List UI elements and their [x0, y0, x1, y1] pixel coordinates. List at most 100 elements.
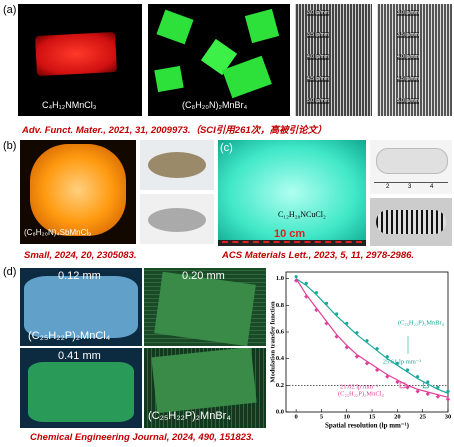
annotation-label: 25.61 lp mm⁻¹	[383, 358, 421, 365]
x-tick-label: 10	[344, 413, 351, 420]
resolution-label: 3.0 lp/mm	[307, 10, 329, 16]
photo: 0.20 mm	[144, 268, 266, 346]
sample-label: (C₂₅H₂₂P)₂MnBr₄	[148, 410, 231, 422]
chart: Spatial resolution (lp mm⁻¹) Modulation …	[269, 271, 452, 430]
sample-label: (C₂₅H₂₂P)₂MnCl₄	[28, 330, 111, 342]
ruler-labels: 2 3 4	[386, 184, 446, 194]
y-tick-label: 1.0	[276, 275, 284, 282]
photo	[140, 194, 214, 244]
sample-label: (C₈H₂₀N)₄SbMnCl₉	[24, 228, 92, 237]
y-axis-label: Modulation transfer function	[269, 301, 276, 383]
crystal	[154, 65, 184, 93]
scale-bar	[222, 241, 362, 243]
citation: Adv. Funct. Mater., 2021, 31, 2009973.（S…	[22, 125, 327, 136]
resolution-photo: 3.0 lp/mm 3.5 lp/mm 4.0 lp/mm 4.5 lp/mm 5.0 …	[377, 4, 452, 116]
photo: 0.41 mm	[20, 348, 142, 428]
sample-label: C₄H₁₂NMnCl₃	[42, 100, 97, 110]
film	[154, 271, 256, 346]
point	[405, 368, 410, 372]
ruler-label: 3	[408, 184, 412, 190]
series-label: (C₂₅H₂₂P)₂MnCl₄	[338, 390, 384, 397]
ruler-label: 4	[430, 184, 434, 190]
point	[314, 307, 319, 313]
resolution-label: 3.5 lp/mm	[397, 32, 419, 38]
crystal	[156, 9, 194, 45]
sample-label: C₁₂H₂₈NCuCl₂	[278, 210, 326, 219]
resolution-photo: 3.0 lp/mm 3.5 lp/mm 4.0 lp/mm 4.5 lp/mm 5.0 …	[295, 4, 372, 116]
annotation-marker	[399, 382, 406, 389]
capsule-xray	[376, 210, 446, 234]
fish	[148, 152, 206, 178]
panel-label: (c)	[220, 142, 233, 154]
resolution-label: 3.5 lp/mm	[307, 32, 329, 38]
resolution-label: 4.5 lp/mm	[397, 76, 419, 82]
photo: 2 3 4	[370, 140, 452, 194]
point	[395, 361, 399, 365]
point	[365, 339, 369, 343]
film	[28, 362, 134, 422]
series-line	[295, 278, 449, 398]
x-tick-label: 0	[295, 413, 298, 420]
scale-label: 10 cm	[274, 228, 306, 240]
y-tick-label: 0.2	[276, 382, 284, 389]
panel-label: (b)	[3, 140, 17, 152]
fish-xray	[148, 208, 206, 232]
point	[344, 345, 349, 350]
film	[151, 348, 257, 414]
plot-frame	[285, 271, 449, 413]
x-tick-label: 30	[445, 413, 452, 420]
point	[416, 375, 420, 379]
point	[334, 334, 339, 339]
resolution-label: 4.0 lp/mm	[397, 54, 419, 60]
photo: (C₈H₂₀N)₂MnBr₄	[148, 4, 290, 116]
photo: (C₈H₂₀N)₄SbMnCl₉	[20, 140, 136, 244]
x-tick-label: 5	[320, 413, 324, 420]
photo	[370, 198, 452, 246]
y-tick-label: 0.0	[276, 408, 284, 415]
citation: ACS Materials Lett., 2023, 5, 11, 2978-2…	[222, 250, 415, 261]
y-tick-label: 0.8	[276, 302, 285, 309]
crystal	[35, 31, 117, 77]
x-tick-label: 25	[419, 413, 426, 420]
point	[435, 394, 440, 399]
photo: (c) C₁₂H₂₈NCuCl₂ 10 cm	[218, 140, 366, 246]
y-tick-label: 0.6	[276, 328, 285, 335]
point	[294, 275, 298, 279]
capsule	[376, 148, 448, 174]
resolution-label: 3.0 lp/mm	[397, 10, 419, 16]
point	[324, 321, 329, 326]
thickness: 0.41 mm	[58, 350, 101, 362]
point	[314, 291, 318, 295]
series-label: (C₂₅H₂₂P)₂MnBr₄	[398, 319, 445, 326]
point	[335, 312, 339, 316]
x-tick-label: 15	[369, 413, 376, 420]
point	[355, 331, 359, 335]
thickness: 0.20 mm	[182, 270, 225, 282]
resolution-label: 5.0 lp/mm	[307, 98, 329, 104]
crystal	[244, 8, 280, 44]
panel-label: (d)	[3, 266, 17, 278]
resolution-label: 4.0 lp/mm	[307, 54, 329, 60]
point	[345, 321, 349, 325]
citation: Small, 2024, 20, 2305083.	[24, 250, 137, 261]
citation: Chemical Engineering Journal, 2024, 490,…	[30, 432, 254, 443]
x-tick-label: 20	[394, 413, 401, 420]
crystal	[30, 144, 126, 236]
resolution-label: 5.0 lp/mm	[397, 98, 419, 104]
y-tick-label: 0.4	[276, 355, 285, 362]
photo: C₄H₁₂NMnCl₃	[18, 4, 142, 116]
x-axis-label: Spatial resolution (lp mm⁻¹)	[325, 422, 410, 430]
photo: 0.12 mm (C₂₅H₂₂P)₂MnCl₄	[20, 268, 142, 346]
point	[304, 294, 309, 299]
annotation-label: 21.02 lp mm⁻¹	[340, 383, 378, 390]
ruler	[374, 182, 448, 183]
photo	[140, 140, 214, 190]
point	[304, 281, 308, 285]
point	[385, 355, 389, 359]
photo: (C₂₅H₂₂P)₂MnBr₄	[144, 348, 266, 428]
panel-label: (a)	[3, 4, 17, 16]
resolution-label: 4.5 lp/mm	[307, 76, 329, 82]
floor	[218, 240, 366, 246]
sample-label: (C₈H₂₀N)₂MnBr₄	[182, 100, 248, 110]
